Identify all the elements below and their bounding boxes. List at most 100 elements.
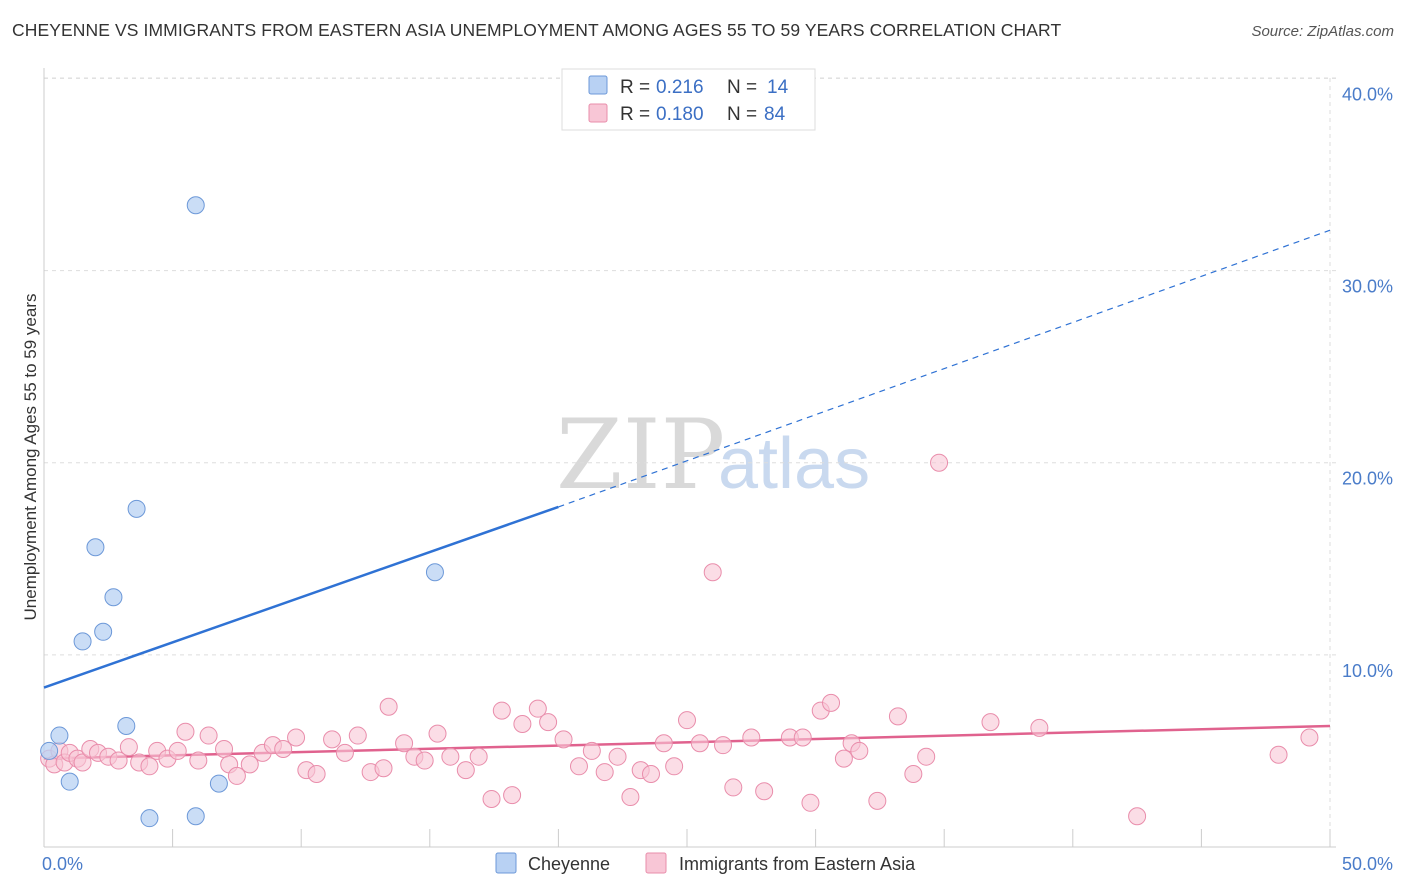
point-cheyenne <box>86 538 105 557</box>
legend-box: R = 0.216 N = 14 R = 0.180 N = 84 <box>561 68 816 131</box>
point-eastern-asia <box>379 697 398 716</box>
point-eastern-asia <box>742 728 761 747</box>
point-eastern-asia <box>513 715 532 734</box>
point-eastern-asia <box>456 761 475 780</box>
y-tick-label: 40.0% <box>1342 84 1393 104</box>
trend-line-cheyenne-projection <box>558 229 1331 508</box>
legend-swatch-eastern-asia <box>588 103 608 123</box>
point-cheyenne <box>425 563 444 582</box>
point-eastern-asia <box>834 749 853 768</box>
legend-swatch-cheyenne <box>588 75 608 95</box>
legend-r-value: 0.180 <box>656 104 704 125</box>
point-eastern-asia <box>724 778 743 797</box>
x-axis-ticks <box>43 829 1331 847</box>
point-eastern-asia <box>822 693 841 712</box>
legend-n-label: N = <box>727 104 757 125</box>
point-eastern-asia <box>395 734 414 753</box>
legend-n-value: 14 <box>767 77 789 98</box>
point-eastern-asia <box>348 726 367 745</box>
point-cheyenne <box>60 772 79 791</box>
point-eastern-asia <box>930 453 949 472</box>
point-eastern-asia <box>850 741 869 760</box>
legend-r-label: R = <box>620 104 650 125</box>
point-eastern-asia <box>582 741 601 760</box>
chart-title: CHEYENNE VS IMMIGRANTS FROM EASTERN ASIA… <box>12 20 1062 40</box>
trend-line-eastern-asia <box>43 724 1331 760</box>
y-tick-label: 10.0% <box>1342 661 1393 681</box>
point-cheyenne <box>140 809 159 828</box>
point-eastern-asia <box>199 726 218 745</box>
point-eastern-asia <box>215 740 234 759</box>
point-cheyenne <box>186 807 205 826</box>
grid <box>44 77 1336 847</box>
bottom-legend-label-eastern-asia: Immigrants from Eastern Asia <box>679 854 916 874</box>
point-eastern-asia <box>554 730 573 749</box>
point-eastern-asia <box>335 743 354 762</box>
point-eastern-asia <box>703 563 722 582</box>
point-eastern-asia <box>119 738 138 757</box>
point-eastern-asia <box>690 734 709 753</box>
x-tick-label-max: 50.0% <box>1342 854 1393 874</box>
point-eastern-asia <box>482 789 501 808</box>
x-tick-label-min: 0.0% <box>42 854 83 874</box>
y-tick-labels: 10.0% 20.0% 30.0% 40.0% <box>1342 84 1393 680</box>
point-eastern-asia <box>793 728 812 747</box>
trend-line-cheyenne <box>43 505 559 689</box>
point-eastern-asia <box>608 747 627 766</box>
point-eastern-asia <box>888 707 907 726</box>
point-eastern-asia <box>1030 718 1049 737</box>
point-eastern-asia <box>641 764 660 783</box>
point-eastern-asia <box>503 786 522 805</box>
point-eastern-asia <box>176 722 195 741</box>
y-tick-label: 20.0% <box>1342 469 1393 489</box>
legend-r-label: R = <box>620 77 650 98</box>
point-cheyenne <box>73 632 92 651</box>
bottom-legend: Cheyenne Immigrants from Eastern Asia <box>495 852 916 874</box>
point-cheyenne <box>127 499 146 518</box>
point-eastern-asia <box>307 764 326 783</box>
point-eastern-asia <box>73 753 92 772</box>
point-eastern-asia <box>569 757 588 776</box>
point-eastern-asia <box>528 699 547 718</box>
point-eastern-asia <box>868 791 887 810</box>
legend-n-value: 84 <box>764 104 786 125</box>
bottom-legend-swatch-cheyenne <box>495 852 517 874</box>
point-eastern-asia <box>904 764 923 783</box>
point-cheyenne <box>117 716 136 735</box>
bottom-legend-swatch-eastern-asia <box>645 852 667 874</box>
point-cheyenne <box>209 774 228 793</box>
point-eastern-asia <box>415 751 434 770</box>
point-eastern-asia <box>492 701 511 720</box>
point-eastern-asia <box>678 711 696 730</box>
point-eastern-asia <box>621 788 640 807</box>
point-eastern-asia <box>323 730 342 749</box>
point-cheyenne <box>50 726 69 745</box>
point-eastern-asia <box>227 766 246 785</box>
point-eastern-asia <box>189 751 208 770</box>
point-eastern-asia <box>287 728 306 747</box>
legend-r-value: 0.216 <box>656 77 704 98</box>
bottom-legend-label-cheyenne: Cheyenne <box>528 854 610 874</box>
point-eastern-asia <box>1300 728 1319 747</box>
point-eastern-asia <box>654 734 673 753</box>
point-cheyenne <box>40 741 59 760</box>
data-points <box>40 196 1319 828</box>
legend-n-label: N = <box>727 77 757 98</box>
y-tick-label: 30.0% <box>1342 277 1393 297</box>
point-eastern-asia <box>441 747 460 766</box>
point-eastern-asia <box>665 757 684 776</box>
point-eastern-asia <box>374 759 393 778</box>
point-eastern-asia <box>917 747 936 766</box>
watermark-atlas: atlas <box>718 424 870 504</box>
point-eastern-asia <box>595 763 614 782</box>
point-eastern-asia <box>801 793 820 812</box>
point-eastern-asia <box>109 751 128 770</box>
point-eastern-asia <box>240 755 259 774</box>
point-eastern-asia <box>469 747 488 766</box>
point-eastern-asia <box>539 713 558 732</box>
y-axis-label: Unemployment Among Ages 55 to 59 years <box>21 294 40 621</box>
point-cheyenne <box>186 196 205 215</box>
point-eastern-asia <box>755 782 774 801</box>
point-eastern-asia <box>428 724 447 743</box>
